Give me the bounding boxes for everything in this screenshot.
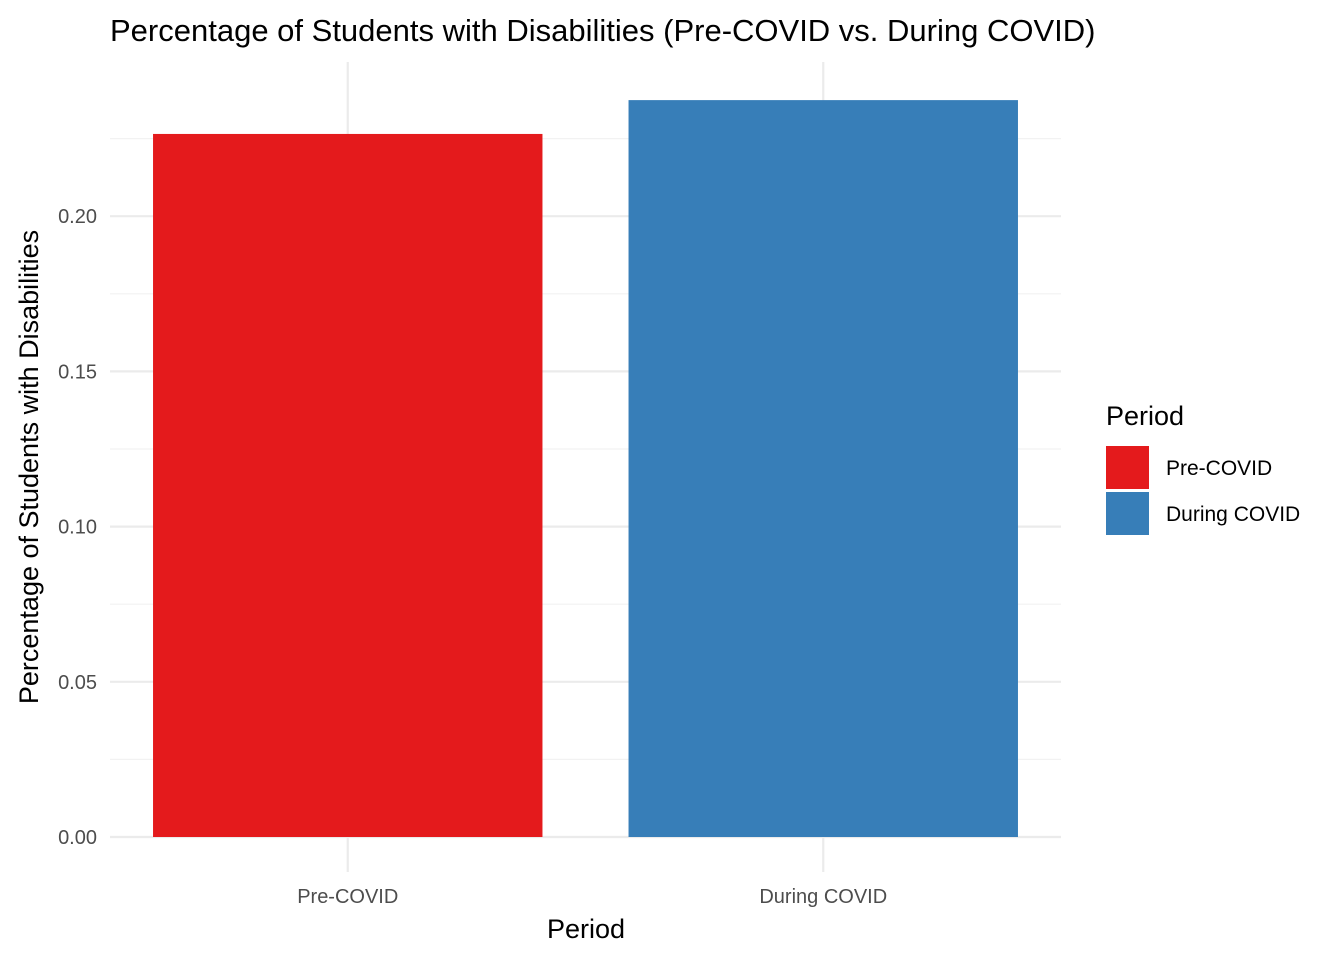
y-axis-ticks: 0.00 0.05 0.10 0.15 0.20: [58, 206, 97, 849]
x-axis-ticks: Pre-COVID During COVID: [297, 886, 887, 908]
bars-layer: [153, 100, 1018, 838]
legend-label: During COVID: [1166, 503, 1300, 526]
y-axis-title: Percentage of Students with Disabilities: [14, 230, 44, 704]
y-tick-label: 0.20: [58, 206, 97, 228]
legend-items: Pre-COVID During COVID: [1106, 446, 1300, 535]
chart-title: Percentage of Students with Disabilities…: [110, 13, 1095, 48]
legend: Period Pre-COVID During COVID: [1106, 401, 1300, 535]
y-tick-label: 0.15: [58, 361, 97, 383]
bar-during-covid: [628, 100, 1018, 837]
y-tick-label: 0.10: [58, 517, 97, 539]
y-tick-label: 0.00: [58, 827, 97, 849]
x-tick-label: During COVID: [759, 886, 887, 908]
legend-title: Period: [1106, 401, 1184, 431]
x-axis-title: Period: [547, 914, 625, 944]
legend-swatch: [1106, 446, 1149, 489]
legend-swatch: [1106, 492, 1149, 535]
x-tick-label: Pre-COVID: [297, 886, 398, 908]
y-tick-label: 0.05: [58, 672, 97, 694]
bar-pre-covid: [153, 133, 543, 838]
legend-label: Pre-COVID: [1166, 457, 1272, 480]
